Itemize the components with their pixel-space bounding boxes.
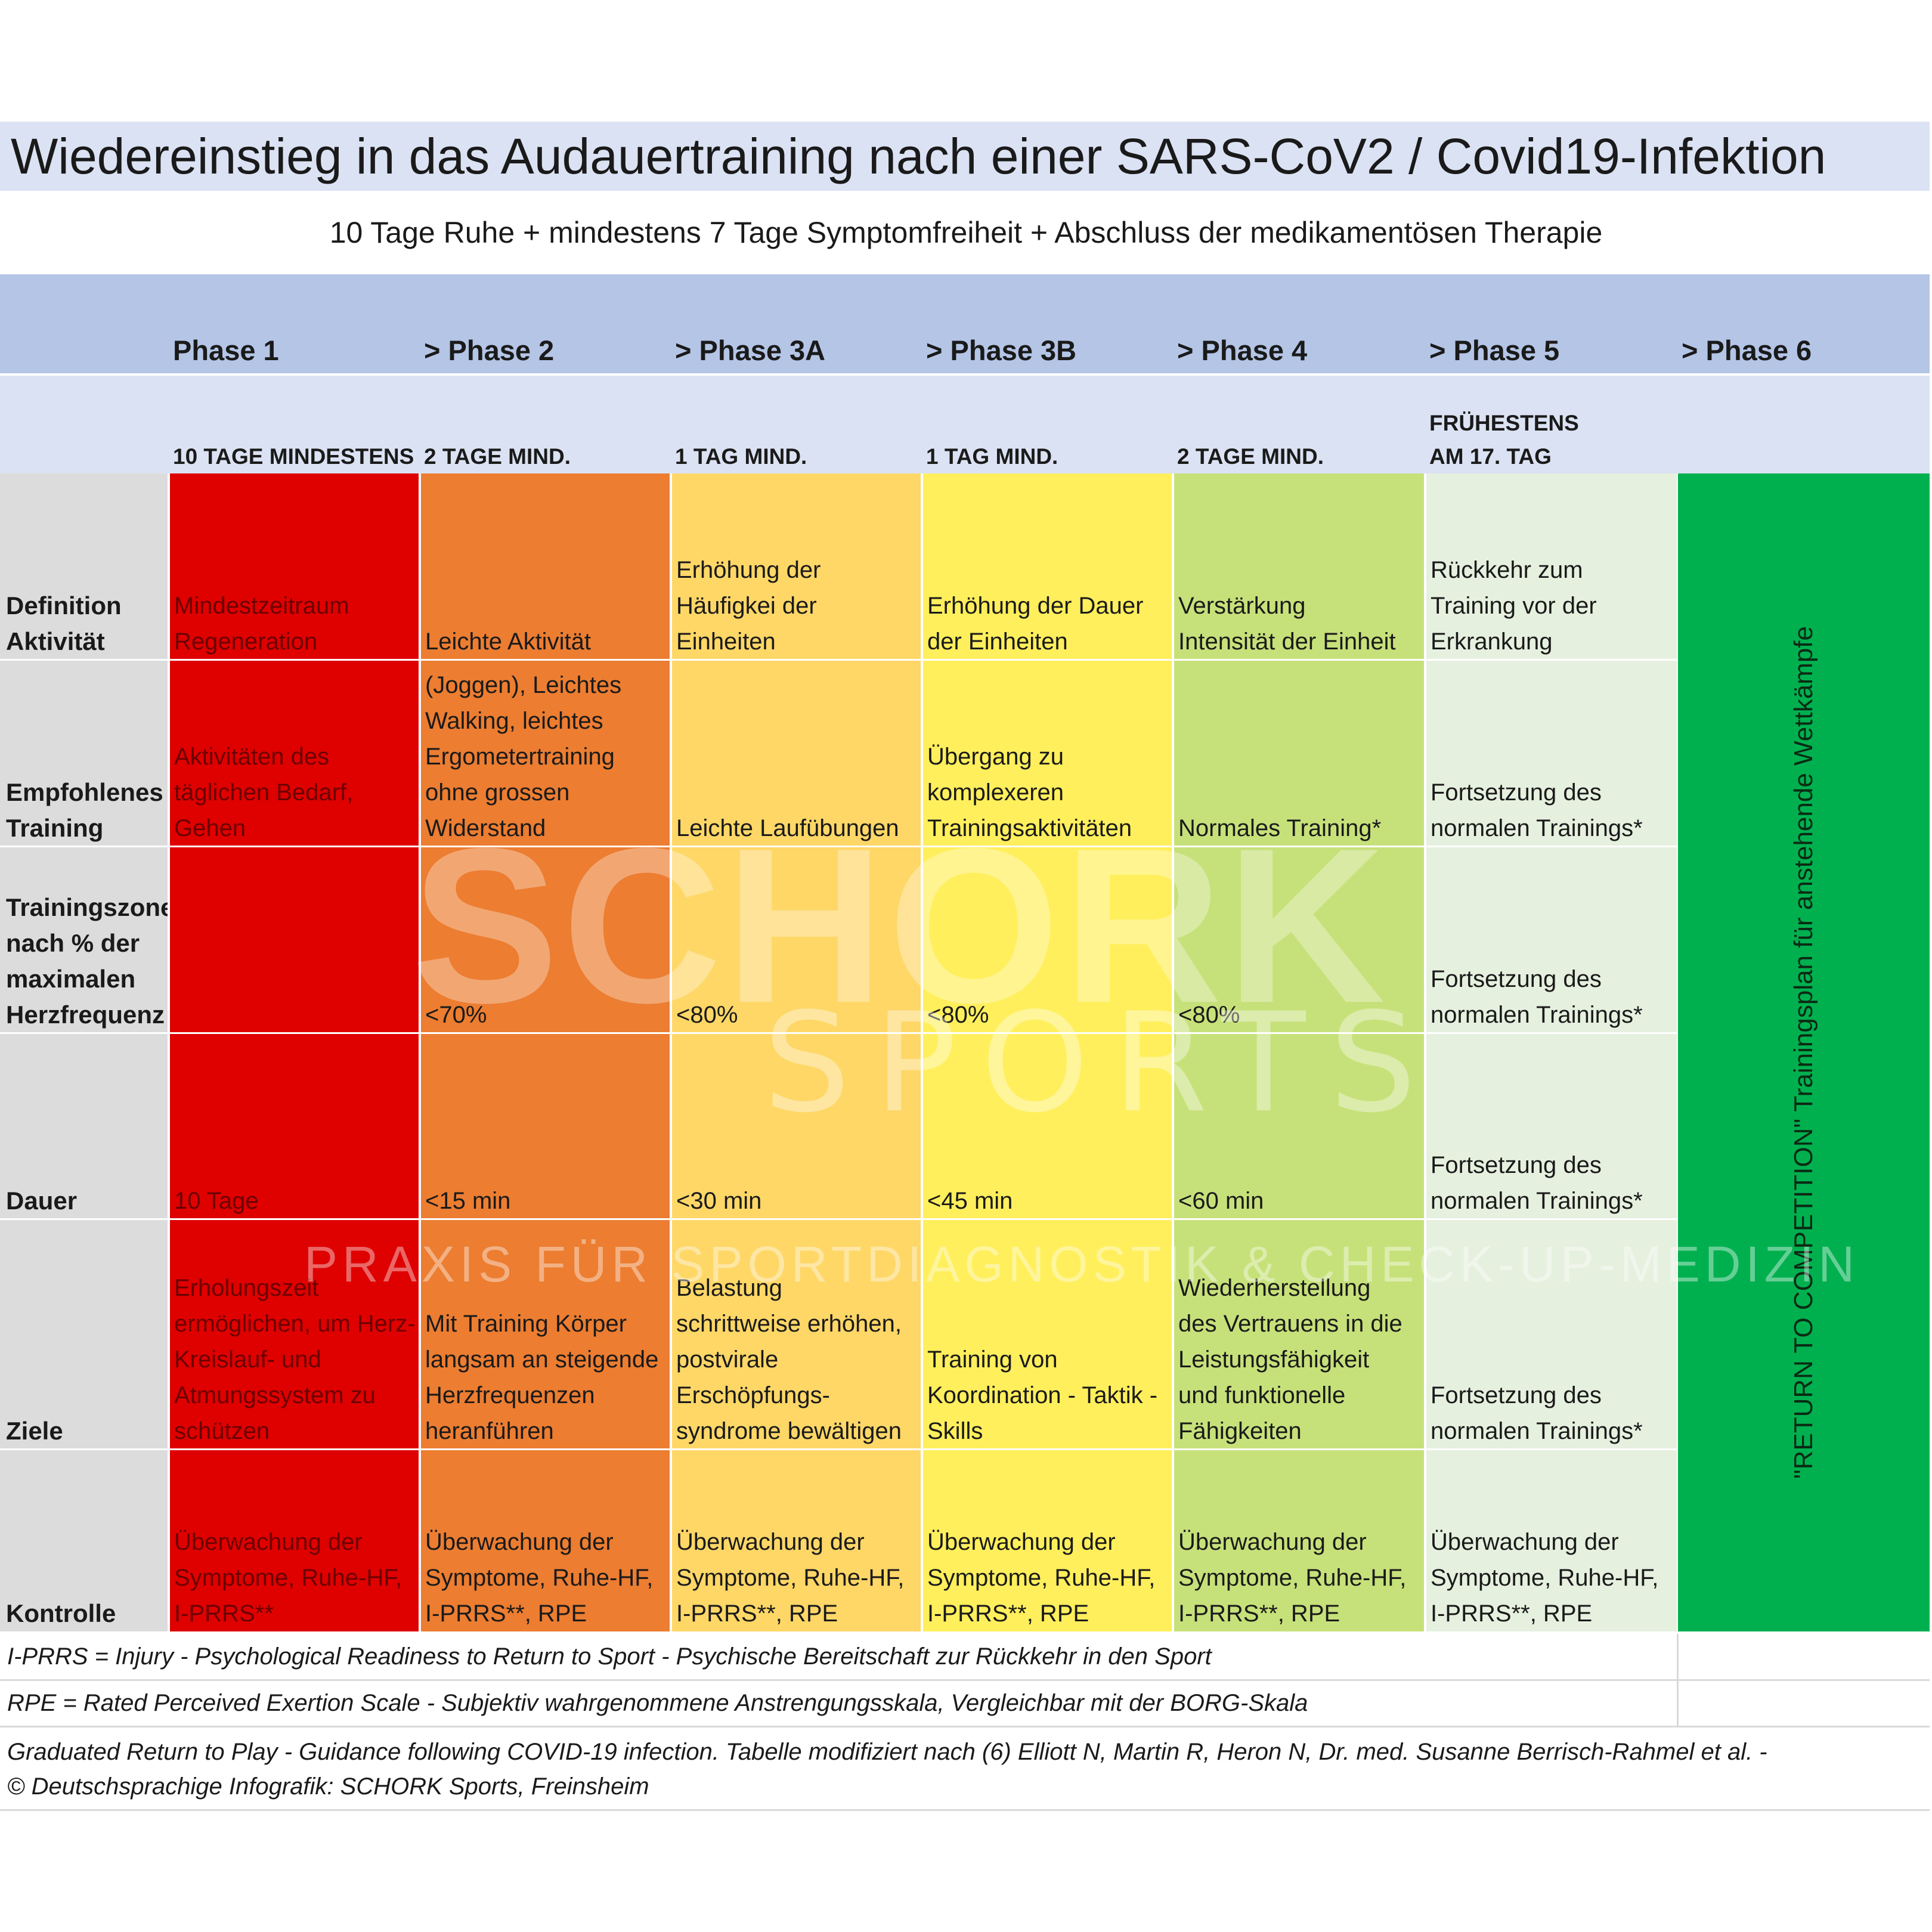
row-label-line: Kontrolle <box>6 1599 116 1627</box>
phase-4-duration: 2 TAGE MIND. <box>1177 444 1324 469</box>
row-label-line: Dauer <box>6 1187 78 1215</box>
footnote-divider <box>0 1809 1930 1811</box>
cell-ziele-phase3a: Belastung schrittweise erhöhen, postvira… <box>671 1219 922 1449</box>
footnote-iprrs: I-PRRS = Injury - Psychological Readines… <box>7 1643 1212 1670</box>
row-label-line: Training <box>6 814 104 842</box>
phase-5-title: > Phase 5 <box>1429 335 1560 366</box>
cell-kontrolle-phase5: Überwachung der Symptome, Ruhe-HF, I-PRR… <box>1425 1449 1678 1631</box>
cell-ziele-phase3b: Training von Koordination - Taktik - Ski… <box>922 1219 1173 1449</box>
phase-6-text-wrapper: "RETURN TO COMPETITION" Trainingsplan fü… <box>1678 473 1930 1631</box>
cell-zone-phase5: Fortsetzung des normalen Trainings* <box>1425 846 1678 1033</box>
cell-ziele-phase1: Erholungszeit ermöglichen, um Herz- Krei… <box>169 1219 420 1449</box>
cell-zone-phase1 <box>169 846 420 1033</box>
grid-line <box>1424 473 1426 1631</box>
page-subtitle: 10 Tage Ruhe + mindestens 7 Tage Symptom… <box>329 216 1603 249</box>
phase-5-duration-line1: FRÜHESTENS <box>1429 411 1579 435</box>
footnote-divider <box>0 1726 1930 1727</box>
cell-definition-phase4: Verstärkung Intensität der Einheit <box>1173 473 1425 660</box>
row-label-line: Herzfrequenz <box>6 1001 165 1029</box>
cell-dauer-phase3b: <45 min <box>922 1033 1173 1219</box>
cell-definition-phase1: Mindestzeitraum Regeneration <box>169 473 420 660</box>
row-label-ziele: Ziele <box>0 1219 169 1449</box>
row-label-training: Empfohlenes Training <box>0 660 169 846</box>
cell-ziele-phase4: Wiederherstellung des Vertrauens in die … <box>1173 1219 1425 1449</box>
cell-definition-phase2: Leichte Aktivität <box>420 473 671 660</box>
cell-dauer-phase1: 10 Tage <box>169 1033 420 1219</box>
phase-1-title: Phase 1 <box>173 335 279 366</box>
row-label-kontrolle: Kontrolle <box>0 1449 169 1631</box>
cell-zone-phase3a: <80% <box>671 846 922 1033</box>
row-label-line: Aktivität <box>6 627 105 655</box>
grid-line <box>921 473 923 1631</box>
duration-header-band <box>0 374 1930 473</box>
phase-6-text: "RETURN TO COMPETITION" Trainingsplan fü… <box>1789 626 1818 1479</box>
cell-kontrolle-phase1: Überwachung der Symptome, Ruhe-HF, I-PRR… <box>169 1449 420 1631</box>
phase-4-title: > Phase 4 <box>1177 335 1308 366</box>
cell-training-phase1: Aktivitäten des täglichen Bedarf, Gehen <box>169 660 420 846</box>
cell-training-phase5: Fortsetzung des normalen Trainings* <box>1425 660 1678 846</box>
cell-dauer-phase4: <60 min <box>1173 1033 1425 1219</box>
cell-zone-phase2: <70% <box>420 846 671 1033</box>
footnote-source-line1: Graduated Return to Play - Guidance foll… <box>7 1739 1767 1765</box>
phase-header-band <box>0 274 1930 374</box>
phase-2-title: > Phase 2 <box>424 335 555 366</box>
grid-line <box>0 1032 1678 1034</box>
cell-definition-phase3a: Erhöhung der Häufigkei der Einheiten <box>671 473 922 660</box>
phase-5-duration-line2: AM 17. TAG <box>1429 444 1552 469</box>
cell-ziele-phase2: Mit Training Körper langsam an steigende… <box>420 1219 671 1449</box>
cell-kontrolle-phase4: Überwachung der Symptome, Ruhe-HF, I-PRR… <box>1173 1449 1425 1631</box>
row-label-dauer: Dauer <box>0 1033 169 1219</box>
cell-definition-phase3b: Erhöhung der Dauer der Einheiten <box>922 473 1173 660</box>
row-label-line: Trainingszone <box>6 893 175 921</box>
phase-3a-title: > Phase 3A <box>675 335 826 366</box>
phase-3b-title: > Phase 3B <box>926 335 1077 366</box>
row-label-line: maximalen <box>6 965 136 993</box>
phase-6-column <box>1678 473 1930 1631</box>
grid-line <box>0 659 1678 661</box>
grid-line <box>670 473 672 1631</box>
phase-1-duration: 10 TAGE MINDESTENS <box>173 444 414 469</box>
phase-2-duration: 2 TAGE MIND. <box>424 444 571 469</box>
footnote-divider <box>1677 1634 1679 1726</box>
cell-dauer-phase2: <15 min <box>420 1033 671 1219</box>
phase-6-title: > Phase 6 <box>1682 335 1812 366</box>
row-label-line: Ziele <box>6 1417 63 1445</box>
footnote-rpe: RPE = Rated Perceived Exertion Scale - S… <box>7 1690 1308 1716</box>
cell-training-phase3a: Leichte Laufübungen <box>671 660 922 846</box>
row-label-zone: Trainingszone nach % der maximalen Herzf… <box>0 846 175 1033</box>
cell-kontrolle-phase2: Überwachung der Symptome, Ruhe-HF, I-PRR… <box>420 1449 671 1631</box>
cell-ziele-phase5: Fortsetzung des normalen Trainings* <box>1425 1219 1678 1449</box>
footnote-source-line2: © Deutschsprachige Infografik: SCHORK Sp… <box>7 1773 649 1800</box>
cell-training-phase2: (Joggen), Leichtes Walking, leichtes Erg… <box>420 660 671 846</box>
page-title: Wiedereinstieg in das Audauertraining na… <box>11 128 1826 184</box>
phase-3a-duration: 1 TAG MIND. <box>675 444 807 469</box>
row-label-line: Empfohlenes <box>6 778 163 806</box>
grid-line <box>1172 473 1174 1631</box>
cell-dauer-phase3a: <30 min <box>671 1033 922 1219</box>
cell-zone-phase4: <80% <box>1173 846 1425 1033</box>
header-divider <box>0 373 1930 376</box>
title-band <box>0 122 1930 191</box>
row-label-line: nach % der <box>6 929 140 957</box>
cell-kontrolle-phase3a: Überwachung der Symptome, Ruhe-HF, I-PRR… <box>671 1449 922 1631</box>
grid-line <box>419 473 421 1631</box>
row-label-line: Definition <box>6 592 122 620</box>
cell-definition-phase5: Rückkehr zum Training vor der Erkrankung <box>1425 473 1678 660</box>
cell-kontrolle-phase3b: Überwachung der Symptome, Ruhe-HF, I-PRR… <box>922 1449 1173 1631</box>
grid-line <box>0 1218 1678 1220</box>
grid-line <box>168 473 170 1631</box>
row-label-definition: Definition Aktivität <box>0 473 169 660</box>
footnote-divider <box>0 1679 1930 1681</box>
cell-training-phase4: Normales Training* <box>1173 660 1425 846</box>
phase-3b-duration: 1 TAG MIND. <box>926 444 1058 469</box>
cell-zone-phase3b: <80% <box>922 846 1173 1033</box>
cell-training-phase3b: Übergang zu komplexeren Trainingsaktivit… <box>922 660 1173 846</box>
cell-dauer-phase5: Fortsetzung des normalen Trainings* <box>1425 1033 1678 1219</box>
grid-line <box>0 1448 1678 1450</box>
grid-line <box>0 846 1678 847</box>
